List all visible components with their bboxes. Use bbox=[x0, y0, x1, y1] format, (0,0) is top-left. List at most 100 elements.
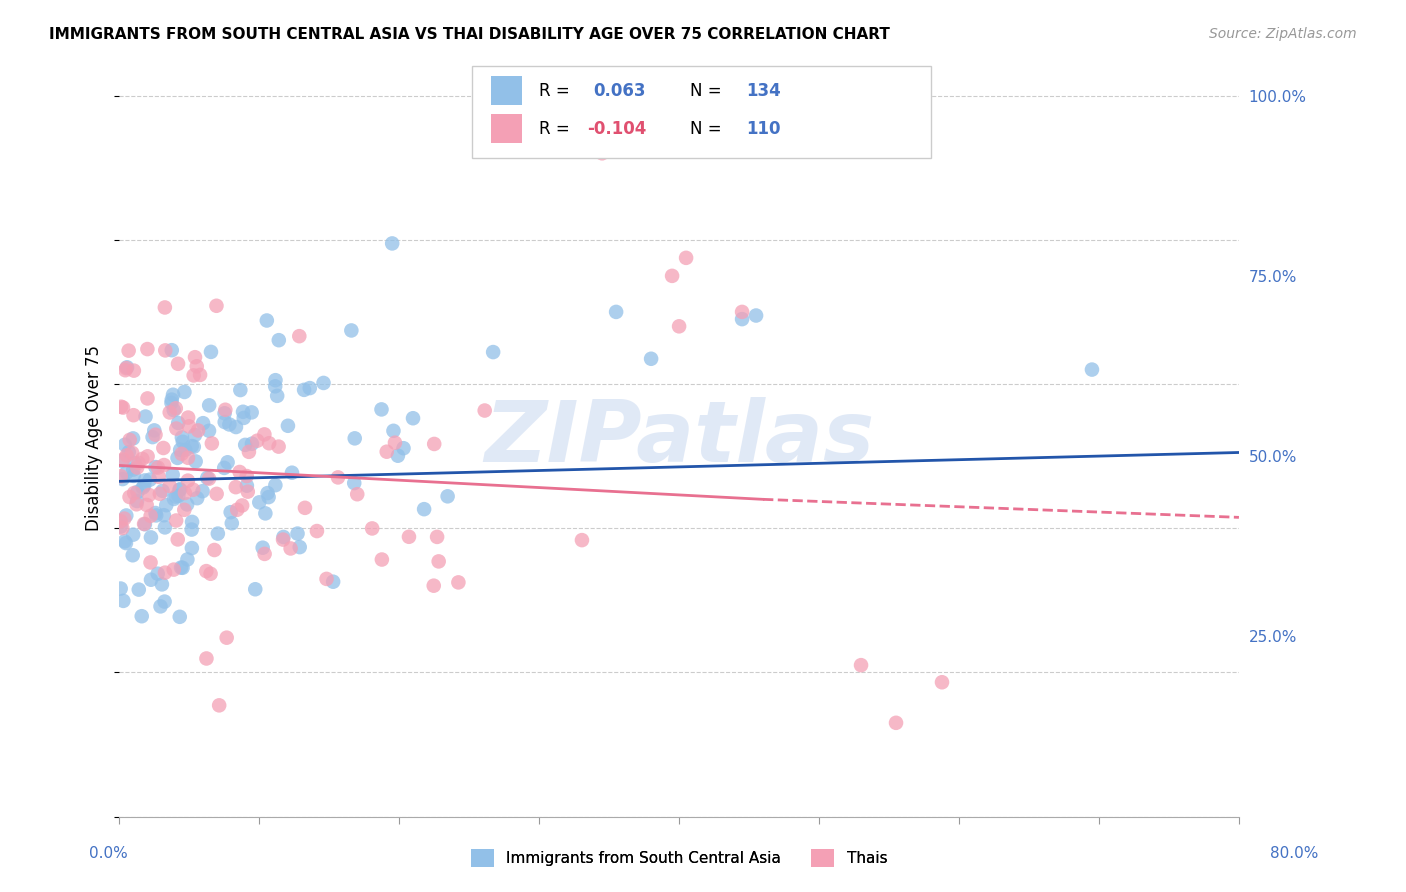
Point bbox=[114, 438, 136, 452]
Point bbox=[146, 460, 169, 475]
Point bbox=[110, 582, 132, 596]
Point bbox=[145, 460, 167, 475]
Point bbox=[174, 486, 197, 500]
Point bbox=[280, 541, 302, 556]
Point bbox=[191, 484, 214, 499]
Point bbox=[340, 323, 363, 337]
Point bbox=[163, 403, 186, 417]
Point bbox=[375, 444, 398, 458]
Point bbox=[118, 490, 141, 504]
Point bbox=[474, 403, 496, 417]
Point bbox=[115, 508, 138, 523]
Point bbox=[146, 566, 169, 581]
Point bbox=[142, 430, 165, 444]
Point bbox=[236, 478, 259, 492]
Point bbox=[221, 516, 243, 531]
Point bbox=[201, 436, 224, 450]
Point bbox=[214, 402, 236, 417]
Point bbox=[155, 498, 177, 512]
Point bbox=[155, 343, 177, 358]
Point bbox=[177, 410, 200, 425]
Text: Source: ZipAtlas.com: Source: ZipAtlas.com bbox=[1209, 27, 1357, 41]
Point bbox=[167, 416, 190, 430]
Point bbox=[343, 431, 366, 445]
Point bbox=[135, 409, 157, 424]
Point bbox=[256, 313, 278, 327]
Point bbox=[247, 495, 270, 509]
Point bbox=[122, 462, 145, 476]
Point bbox=[170, 430, 193, 444]
Point bbox=[427, 554, 450, 568]
Point bbox=[162, 388, 184, 402]
Point bbox=[166, 533, 188, 547]
Point bbox=[208, 698, 231, 713]
Point bbox=[226, 502, 249, 516]
Point bbox=[122, 486, 145, 500]
Text: R =: R = bbox=[538, 82, 569, 100]
Point bbox=[176, 497, 198, 511]
Point bbox=[195, 564, 218, 578]
Point bbox=[236, 469, 259, 483]
Point bbox=[267, 333, 290, 347]
Point bbox=[436, 489, 458, 503]
Point bbox=[124, 456, 146, 470]
Point bbox=[217, 455, 239, 469]
Point bbox=[312, 376, 335, 390]
Text: IMMIGRANTS FROM SOUTH CENTRAL ASIA VS THAI DISABILITY AGE OVER 75 CORRELATION CH: IMMIGRANTS FROM SOUTH CENTRAL ASIA VS TH… bbox=[49, 27, 890, 42]
Point bbox=[165, 421, 187, 435]
Point bbox=[139, 573, 162, 587]
Point bbox=[122, 527, 145, 541]
Point bbox=[571, 533, 593, 548]
Point bbox=[180, 439, 202, 453]
Point bbox=[172, 434, 194, 449]
Point bbox=[591, 146, 613, 161]
Point bbox=[117, 343, 139, 358]
Point bbox=[245, 582, 267, 597]
Point bbox=[115, 360, 138, 375]
FancyBboxPatch shape bbox=[491, 76, 523, 105]
Point bbox=[136, 342, 159, 356]
Point bbox=[225, 480, 247, 494]
Point bbox=[292, 383, 315, 397]
Point bbox=[122, 363, 145, 377]
Point bbox=[257, 436, 280, 450]
Point bbox=[195, 651, 218, 665]
Point bbox=[173, 503, 195, 517]
Point bbox=[266, 389, 288, 403]
Point bbox=[122, 408, 145, 422]
Point bbox=[132, 516, 155, 531]
Point bbox=[115, 361, 138, 376]
Point bbox=[277, 418, 299, 433]
Point bbox=[675, 251, 697, 265]
Point bbox=[118, 433, 141, 447]
FancyBboxPatch shape bbox=[472, 66, 931, 158]
Point bbox=[361, 521, 384, 535]
Point bbox=[198, 398, 221, 412]
Point bbox=[136, 392, 159, 406]
Point bbox=[139, 473, 162, 487]
Point bbox=[111, 521, 134, 535]
Point bbox=[160, 343, 183, 358]
Point bbox=[200, 344, 222, 359]
Point bbox=[145, 508, 167, 523]
Point bbox=[174, 442, 197, 457]
Point bbox=[413, 502, 436, 516]
Point bbox=[267, 440, 290, 454]
Point bbox=[131, 451, 153, 466]
Point bbox=[384, 435, 406, 450]
Point bbox=[271, 533, 294, 547]
Point bbox=[240, 436, 263, 450]
Point bbox=[110, 519, 132, 533]
Point bbox=[125, 494, 148, 508]
Text: 0.063: 0.063 bbox=[593, 82, 645, 100]
Point bbox=[188, 368, 211, 382]
Point bbox=[163, 563, 186, 577]
Point bbox=[246, 434, 269, 448]
Point bbox=[371, 552, 394, 566]
Point bbox=[423, 437, 446, 451]
Point bbox=[183, 440, 205, 454]
Point bbox=[288, 540, 311, 554]
Point bbox=[134, 517, 156, 532]
Point bbox=[849, 658, 872, 673]
Point bbox=[145, 506, 167, 520]
